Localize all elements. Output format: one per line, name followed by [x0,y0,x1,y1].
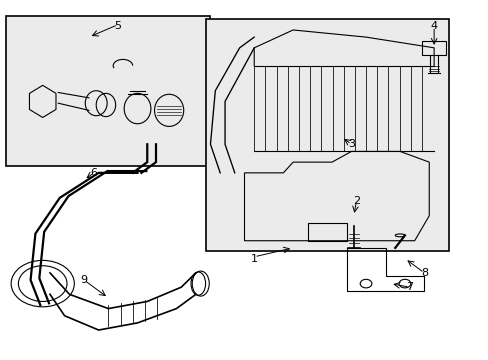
Bar [6,16,210,166]
Text: 3: 3 [347,139,354,149]
Text: 2: 2 [352,197,359,206]
Text: 7: 7 [406,282,412,292]
Bar [307,223,346,241]
Text: 4: 4 [429,21,437,31]
Text: 5: 5 [114,21,122,31]
Text: 1: 1 [250,253,257,264]
Text: 9: 9 [81,275,87,285]
Bar [421,41,446,55]
Text: 8: 8 [420,268,427,278]
Text: 6: 6 [90,168,97,178]
Bar [205,19,448,251]
